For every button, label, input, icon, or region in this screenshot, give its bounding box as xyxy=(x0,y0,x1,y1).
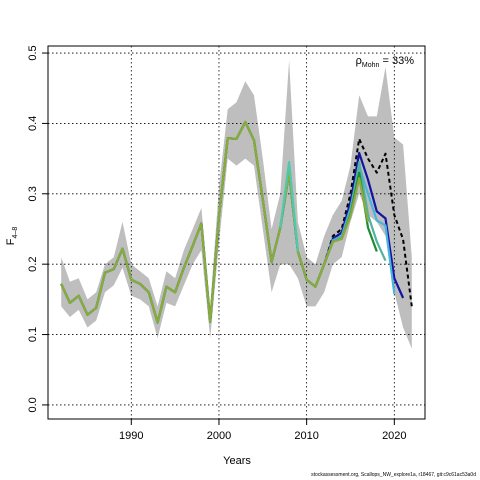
series-line-6 xyxy=(279,161,299,252)
x-tick-label: 2020 xyxy=(382,430,406,442)
y-tick-label: 0.1 xyxy=(27,327,39,342)
mohn-annotation: ρMohn = 33% xyxy=(356,55,415,69)
svg-text:ρMohn = 33%: ρMohn = 33% xyxy=(356,55,415,69)
y-axis-title-sub: 4–8 xyxy=(12,227,19,239)
y-axis-title-main: F xyxy=(5,238,17,245)
x-tick-label: 1990 xyxy=(119,430,143,442)
plot-frame xyxy=(47,45,426,420)
rho-symbol: ρ xyxy=(356,55,362,67)
plot-area: 1990 2000 2010 2020 0.0 0.1 0.2 0.3 0.4 0.5 xyxy=(27,45,426,442)
series-line-5 xyxy=(60,120,370,324)
x-tick-label: 2000 xyxy=(207,430,231,442)
x-tick-label: 2010 xyxy=(294,430,318,442)
rho-value: = 33% xyxy=(379,55,414,67)
y-tick-label: 0.5 xyxy=(27,45,39,60)
confidence-band xyxy=(61,60,412,349)
y-tick-label: 0.0 xyxy=(27,397,39,412)
y-axis-title: F4–8 xyxy=(5,227,19,246)
y-tick-label: 0.3 xyxy=(27,186,39,201)
footer-credit: stockassessment.org, Scallops_NW_explore… xyxy=(311,472,476,478)
svg-text:F4–8: F4–8 xyxy=(5,227,19,246)
y-tick-label: 0.4 xyxy=(27,116,39,131)
rho-subscript: Mohn xyxy=(362,62,380,69)
y-tick-label: 0.2 xyxy=(27,257,39,272)
x-axis-title: Years xyxy=(223,455,251,467)
